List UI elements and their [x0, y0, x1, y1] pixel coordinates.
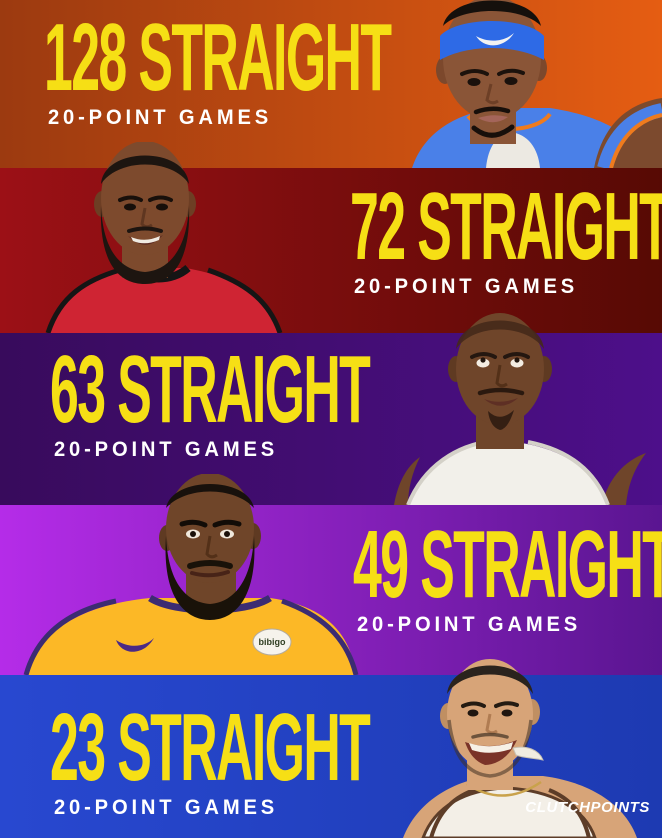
- photo-lebron-james: bibigo: [23, 474, 359, 675]
- bibigo-patch-label: bibigo: [259, 637, 286, 647]
- streak-headline: 49 STRAIGHT: [353, 511, 662, 618]
- headband: [440, 21, 544, 60]
- bibigo-patch: [252, 628, 292, 656]
- photo-kevin-durant: [45, 142, 283, 333]
- streak-block-3: 63 STRAIGHT 20-POINT GAMES: [50, 342, 641, 462]
- streak-block-5: 23 STRAIGHT 20-POINT GAMES: [50, 700, 641, 820]
- streak-headline: 128 STRAIGHT: [44, 4, 392, 111]
- photo-kobe-bryant: [394, 313, 646, 505]
- streak-headline: 23 STRAIGHT: [50, 694, 371, 801]
- mouthguard: [512, 746, 544, 761]
- streak-subtitle: 20-POINT GAMES: [357, 613, 582, 636]
- clutchpoints-watermark: CLUTCHPOINTS: [525, 799, 650, 816]
- streak-subtitle: 20-POINT GAMES: [54, 438, 279, 461]
- streak-subtitle: 20-POINT GAMES: [48, 106, 273, 129]
- streak-block-1: 128 STRAIGHT 20-POINT GAMES: [44, 10, 662, 130]
- photo-shai-gilgeous-alexander: [412, 0, 662, 168]
- streak-block-2: 72 STRAIGHT 20-POINT GAMES: [350, 179, 662, 299]
- nike-swoosh-icon: [116, 638, 154, 652]
- nike-swoosh-icon: [476, 33, 514, 46]
- streak-headline: 72 STRAIGHT: [350, 173, 662, 280]
- streak-subtitle: 20-POINT GAMES: [354, 275, 579, 298]
- streak-block-4: 49 STRAIGHT 20-POINT GAMES: [353, 517, 662, 637]
- streak-headline: 63 STRAIGHT: [50, 336, 371, 443]
- photo-stephen-curry: [403, 659, 637, 838]
- streak-subtitle: 20-POINT GAMES: [54, 796, 279, 819]
